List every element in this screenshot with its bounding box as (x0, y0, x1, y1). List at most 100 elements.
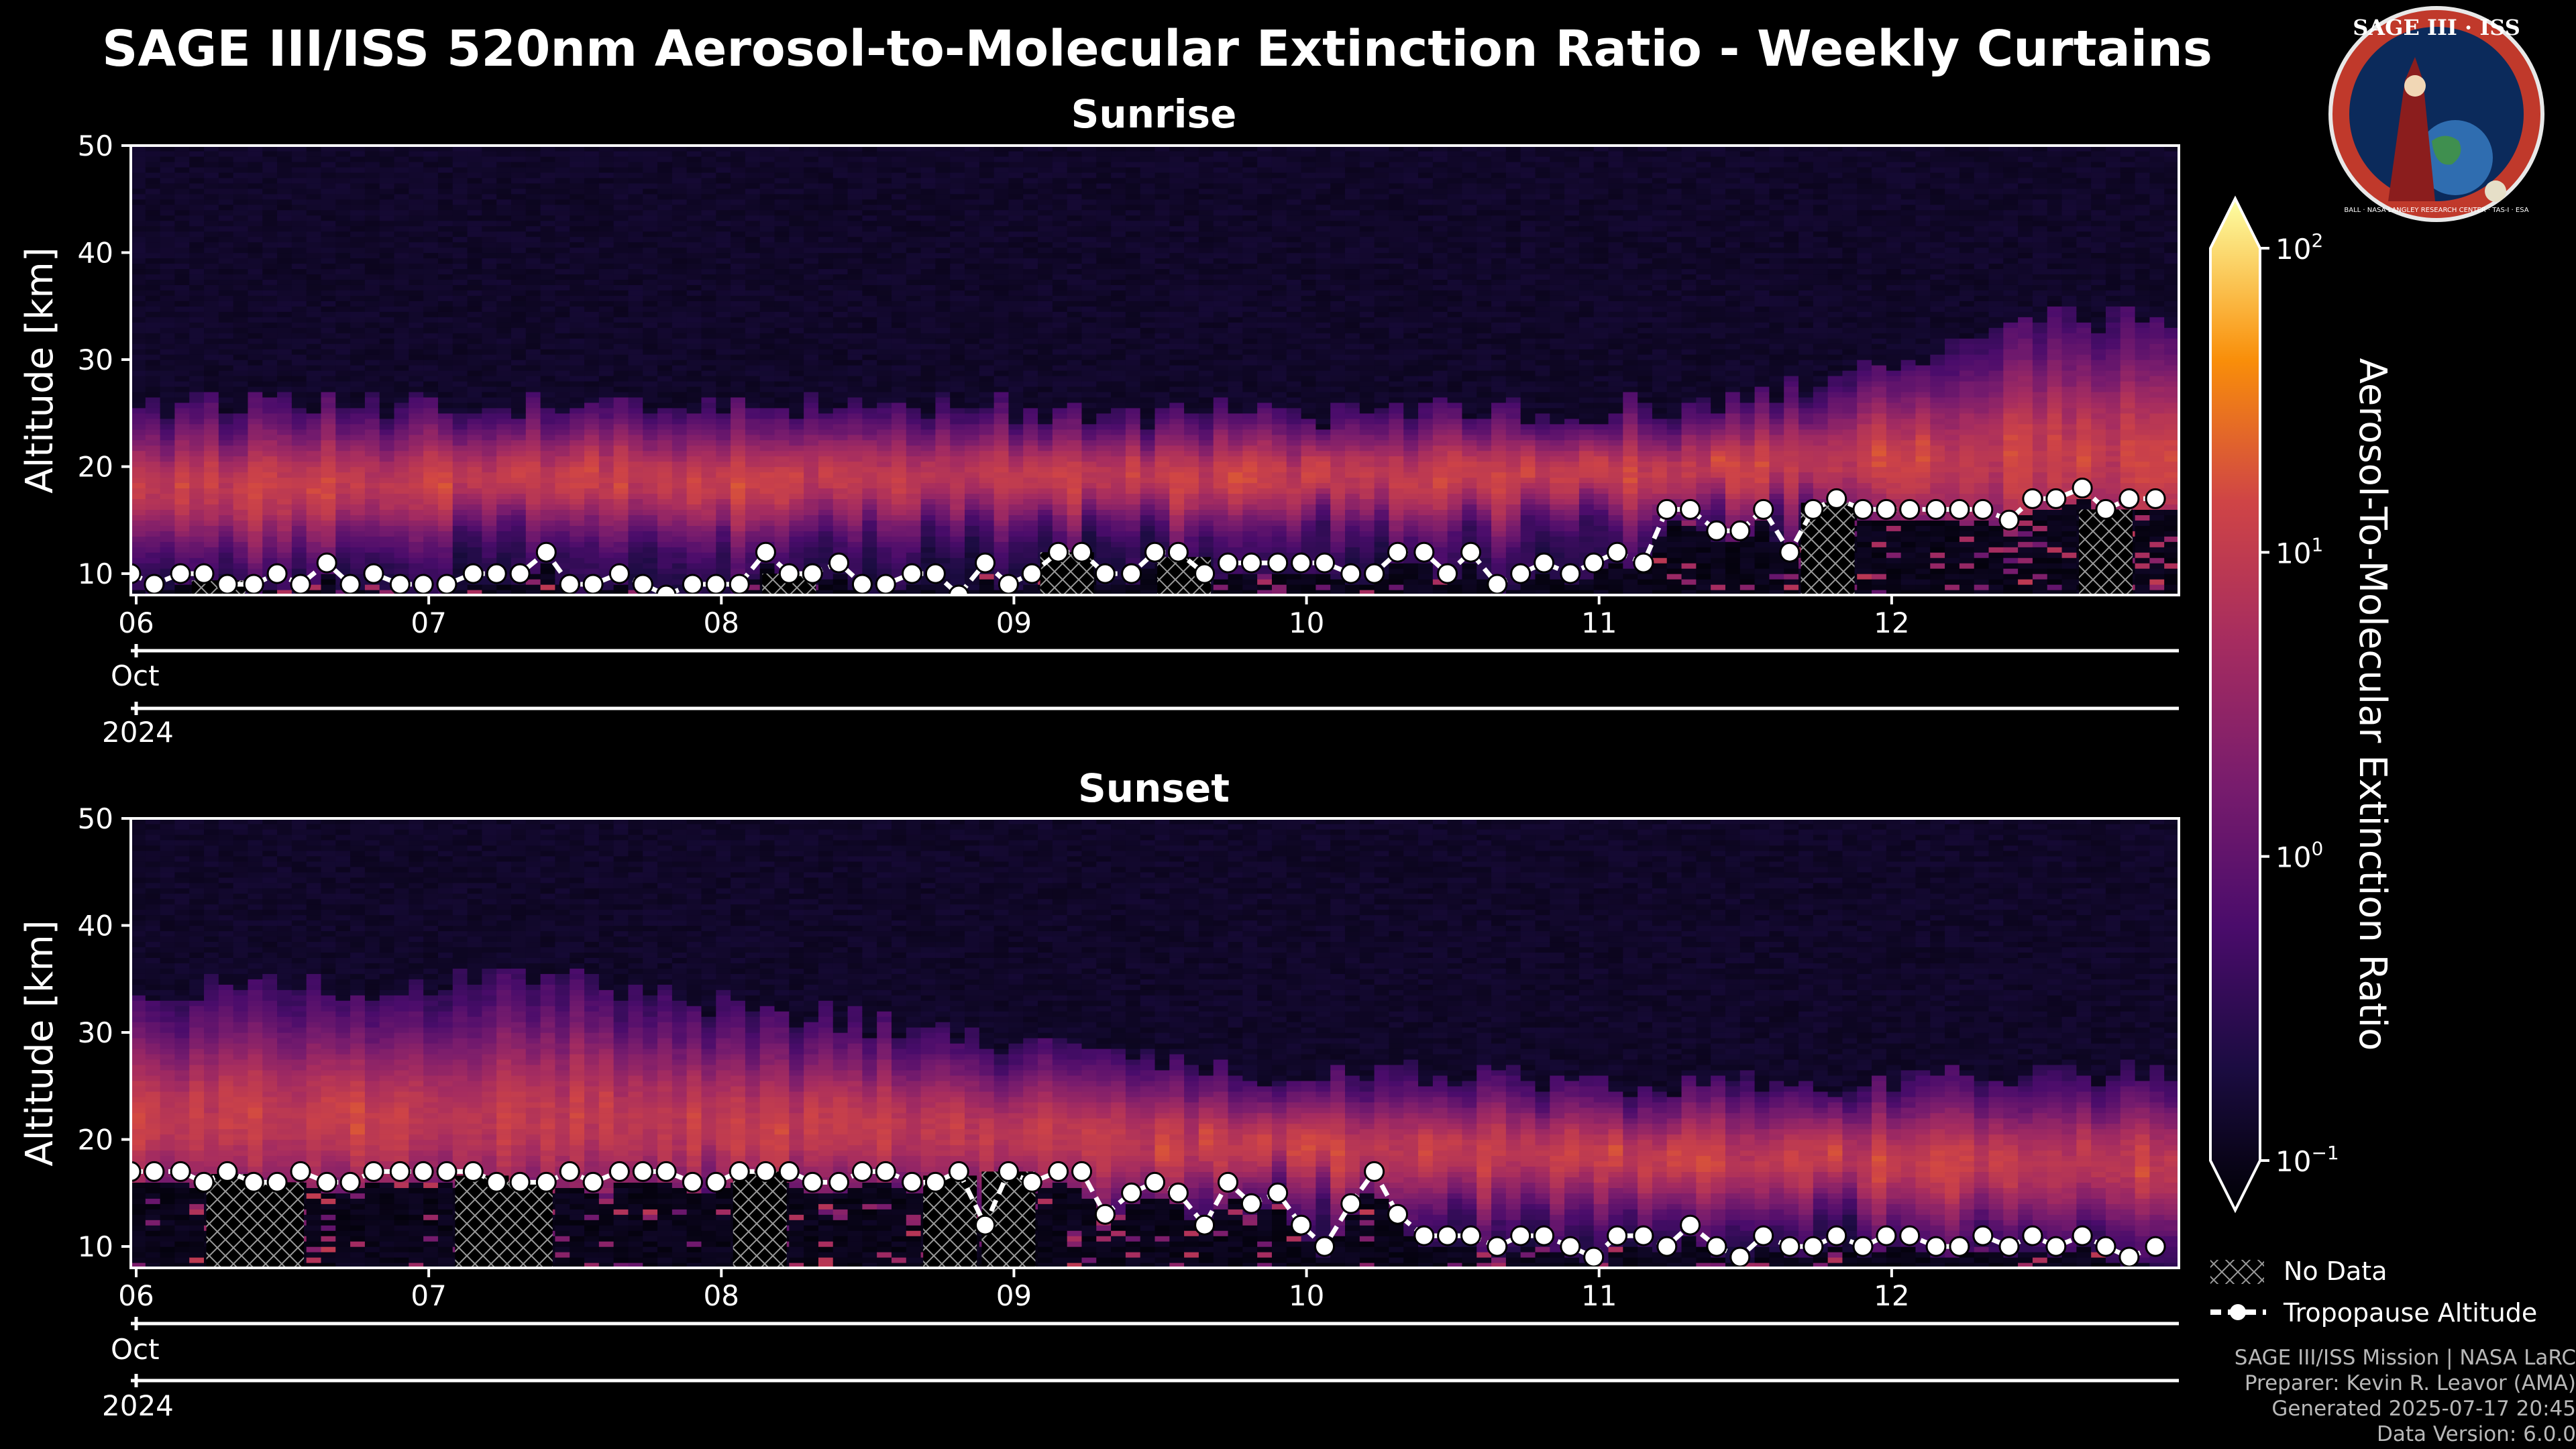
heatmap-cell (452, 413, 468, 419)
heatmap-cell (335, 241, 351, 248)
heatmap-cell (525, 391, 541, 398)
heatmap-cell (511, 531, 527, 537)
heatmap-cell (277, 252, 292, 259)
heatmap-cell (862, 220, 877, 227)
heatmap-cell (306, 241, 322, 248)
heatmap-cell (950, 413, 965, 419)
heatmap-cell (218, 429, 234, 435)
heatmap-cell (994, 531, 1010, 537)
heatmap-cell (394, 439, 409, 446)
heatmap-cell (394, 322, 409, 328)
heatmap-cell (452, 498, 468, 505)
heatmap-cell (628, 177, 643, 184)
heatmap-cell (277, 547, 292, 553)
heatmap-cell (994, 445, 1010, 451)
heatmap-cell (555, 220, 570, 227)
heatmap-cell (218, 498, 234, 505)
heatmap-cell (920, 461, 936, 468)
heatmap-cell (745, 247, 761, 254)
heatmap-cell (965, 199, 980, 205)
heatmap-cell (350, 215, 366, 221)
heatmap-cell (555, 274, 570, 280)
heatmap-cell (189, 199, 205, 205)
heatmap-cell (657, 193, 673, 200)
heatmap-cell (145, 520, 161, 526)
heatmap-cell (174, 360, 190, 366)
heatmap-cell (262, 301, 278, 307)
heatmap-cell (291, 231, 307, 237)
heatmap-cell (174, 391, 190, 398)
heatmap-cell (350, 225, 366, 232)
heatmap-cell (818, 455, 834, 462)
heatmap-cell (950, 333, 965, 339)
heatmap-cell (321, 434, 336, 441)
heatmap-cell (204, 509, 219, 515)
heatmap-cell (204, 488, 219, 494)
heatmap-cell (467, 199, 482, 205)
heatmap-cell (701, 563, 716, 569)
heatmap-cell (643, 146, 658, 152)
heatmap-cell (525, 413, 541, 419)
heatmap-cell (628, 574, 643, 580)
heatmap-cell (482, 584, 497, 590)
heatmap-cell (672, 209, 688, 216)
heatmap-cell (701, 509, 716, 515)
heatmap-cell (423, 188, 439, 195)
heatmap-cell (672, 590, 688, 595)
heatmap-cell (555, 391, 570, 398)
heatmap-cell (906, 236, 922, 243)
heatmap-cell (335, 375, 351, 382)
heatmap-cell (335, 445, 351, 451)
heatmap-cell (160, 360, 176, 366)
heatmap-cell (321, 391, 336, 398)
heatmap-cell (891, 354, 907, 360)
heatmap-cell (482, 317, 497, 323)
heatmap-cell (525, 552, 541, 558)
heatmap-cell (174, 455, 190, 462)
heatmap-cell (716, 466, 731, 473)
heatmap-cell (321, 418, 336, 425)
heatmap-cell (716, 477, 731, 484)
heatmap-cell (248, 193, 263, 200)
heatmap-cell (906, 349, 922, 355)
heatmap-cell (174, 188, 190, 195)
heatmap-cell (335, 466, 351, 473)
heatmap-cell (686, 493, 702, 500)
heatmap-cell (291, 199, 307, 205)
heatmap-cell (584, 306, 600, 312)
heatmap-cell (174, 220, 190, 227)
heatmap-cell (833, 327, 849, 333)
heatmap-cell (160, 177, 176, 184)
heatmap-cell (364, 301, 380, 307)
heatmap-cell (965, 225, 980, 232)
heatmap-cell (409, 525, 424, 531)
heatmap-cell (804, 306, 819, 312)
heatmap-cell (248, 146, 263, 152)
heatmap-cell (409, 220, 424, 227)
heatmap-cell (570, 541, 585, 547)
heatmap-cell (335, 301, 351, 307)
heatmap-cell (145, 231, 161, 237)
heatmap-cell (306, 515, 322, 521)
heatmap-cell (935, 177, 951, 184)
heatmap-cell (833, 515, 849, 521)
heatmap-cell (759, 172, 775, 178)
heatmap-cell (555, 333, 570, 339)
heatmap-cell (277, 301, 292, 307)
heatmap-cell (570, 477, 585, 484)
heatmap-cell (452, 156, 468, 162)
heatmap-cell (482, 338, 497, 344)
heatmap-cell (804, 375, 819, 382)
heatmap-cell (555, 317, 570, 323)
heatmap-cell (291, 504, 307, 510)
heatmap-cell (789, 231, 804, 237)
heatmap-cell (847, 370, 863, 376)
heatmap-cell (423, 317, 439, 323)
heatmap-cell (496, 182, 512, 189)
heatmap-cell (409, 338, 424, 344)
heatmap-cell (847, 354, 863, 360)
heatmap-cell (306, 557, 322, 564)
heatmap-cell (935, 322, 951, 328)
heatmap-cell (759, 301, 775, 307)
heatmap-cell (759, 274, 775, 280)
